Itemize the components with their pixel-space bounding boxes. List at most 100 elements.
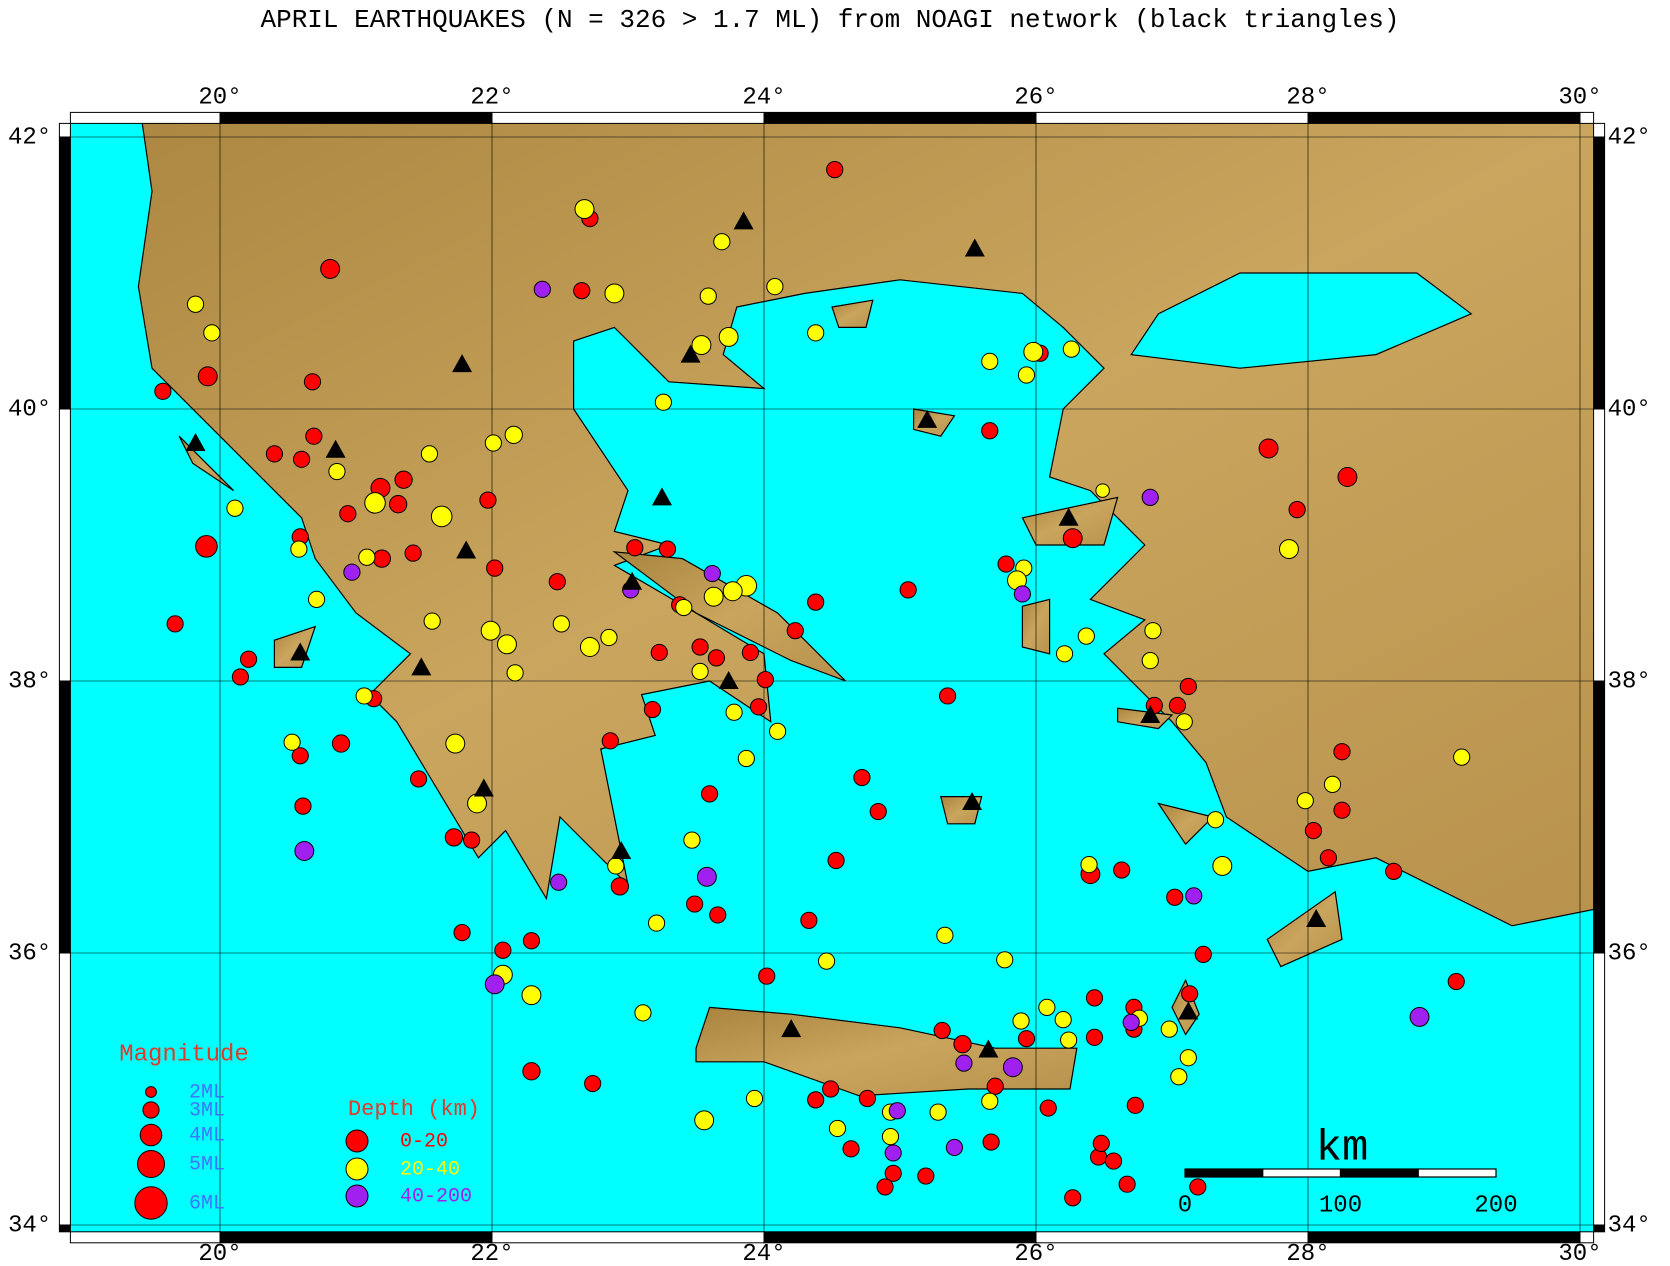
lat-tick-label: 34° — [8, 1212, 51, 1239]
earthquake — [339, 505, 357, 523]
earthquake — [917, 1167, 935, 1185]
earthquake — [981, 352, 999, 370]
earthquake — [1141, 488, 1159, 506]
earthquake — [1017, 366, 1036, 384]
earthquake — [1085, 1028, 1104, 1046]
frame-segment — [1593, 680, 1606, 954]
station — [452, 354, 473, 373]
earthquake — [1060, 1031, 1078, 1049]
station — [456, 540, 477, 559]
legend-magnitude-symbol — [145, 1086, 157, 1098]
earthquake — [1118, 1175, 1136, 1193]
frame-segment — [1593, 1224, 1606, 1233]
lon-tick-label: 24° — [742, 1241, 785, 1266]
earthquake — [239, 650, 258, 668]
earthquake — [699, 287, 717, 305]
frame-segment — [763, 1231, 1037, 1244]
earthquake — [265, 445, 283, 463]
station — [1058, 507, 1079, 526]
earthquake — [981, 422, 999, 440]
legend-depth-symbol — [345, 1129, 369, 1153]
earthquake — [899, 581, 917, 599]
earthquake — [494, 941, 512, 959]
earthquake — [355, 687, 373, 705]
earthquake — [1064, 1189, 1082, 1207]
earthquake — [522, 1062, 541, 1081]
station — [917, 409, 938, 428]
scale-bar-tick-label: 100 — [1319, 1192, 1362, 1219]
earthquake — [643, 700, 662, 719]
earthquake — [1447, 972, 1465, 991]
lat-tick-label: 38° — [8, 668, 51, 695]
earthquake — [741, 643, 760, 662]
earthquake — [709, 906, 727, 924]
earthquake — [430, 505, 453, 528]
earthquake — [463, 831, 481, 849]
frame-segment — [58, 952, 71, 1226]
earthquake — [1077, 627, 1095, 645]
earthquake — [506, 664, 524, 682]
legend-magnitude-symbol — [139, 1123, 163, 1147]
lon-tick-label: 20° — [198, 1241, 241, 1266]
earthquake — [876, 1178, 894, 1196]
earthquake — [650, 643, 668, 662]
legend-title: Depth (km) — [348, 1097, 480, 1122]
earthquake — [683, 831, 701, 849]
earthquake — [869, 802, 887, 821]
earthquake — [343, 563, 361, 581]
earthquake — [186, 295, 205, 313]
station — [978, 1039, 999, 1058]
earthquake — [997, 555, 1015, 573]
earthquake — [945, 1138, 964, 1157]
earthquake — [1453, 748, 1471, 766]
legend-magnitude-symbol — [137, 1150, 165, 1178]
legend-depth-symbol — [345, 1184, 369, 1208]
earthquake — [1113, 861, 1131, 879]
earthquake — [1144, 622, 1162, 640]
earthquake — [550, 873, 568, 891]
station — [962, 792, 983, 811]
earthquake — [444, 828, 464, 847]
earthquake — [1062, 528, 1083, 549]
legend-depth-label: 40-200 — [400, 1185, 472, 1208]
earthquake — [828, 1119, 847, 1138]
earthquake — [1126, 1096, 1144, 1114]
earthquake — [1385, 862, 1403, 881]
station — [718, 671, 739, 689]
frame-segment — [1035, 1231, 1309, 1244]
earthquake — [929, 1103, 947, 1121]
legend-magnitude-label: 2ML — [189, 1081, 225, 1104]
earthquake — [1062, 340, 1080, 358]
earthquake — [293, 450, 311, 468]
frame-segment — [219, 1231, 493, 1244]
earthquake — [686, 895, 704, 913]
earthquake — [1181, 985, 1199, 1003]
legend-title: Magnitude — [119, 1041, 249, 1068]
lon-tick-label: 20° — [198, 85, 241, 112]
earthquake — [1175, 713, 1193, 731]
earthquake — [331, 734, 351, 753]
station — [290, 642, 311, 661]
station — [325, 439, 346, 458]
station — [611, 841, 632, 859]
scale-bar-segment — [1184, 1168, 1264, 1178]
lat-tick-label: 42° — [8, 124, 51, 151]
earthquake — [718, 326, 739, 347]
legend-magnitude-label: 4ML — [189, 1124, 225, 1147]
earthquake — [607, 857, 625, 875]
earthquake — [548, 573, 566, 591]
earthquake — [504, 425, 523, 444]
earthquake — [484, 974, 505, 995]
earthquake — [749, 698, 768, 716]
earthquake — [195, 535, 218, 558]
earthquake — [822, 1080, 840, 1098]
earthquake — [691, 335, 712, 356]
land — [612, 550, 847, 682]
legend-depth-symbol — [345, 1157, 369, 1181]
lat-tick-label: 36° — [1608, 940, 1651, 967]
earthquake — [303, 373, 322, 391]
frame-segment — [1593, 408, 1606, 682]
earthquake — [1279, 539, 1299, 560]
earthquake — [786, 622, 804, 640]
legend-magnitude-symbol — [142, 1101, 160, 1119]
